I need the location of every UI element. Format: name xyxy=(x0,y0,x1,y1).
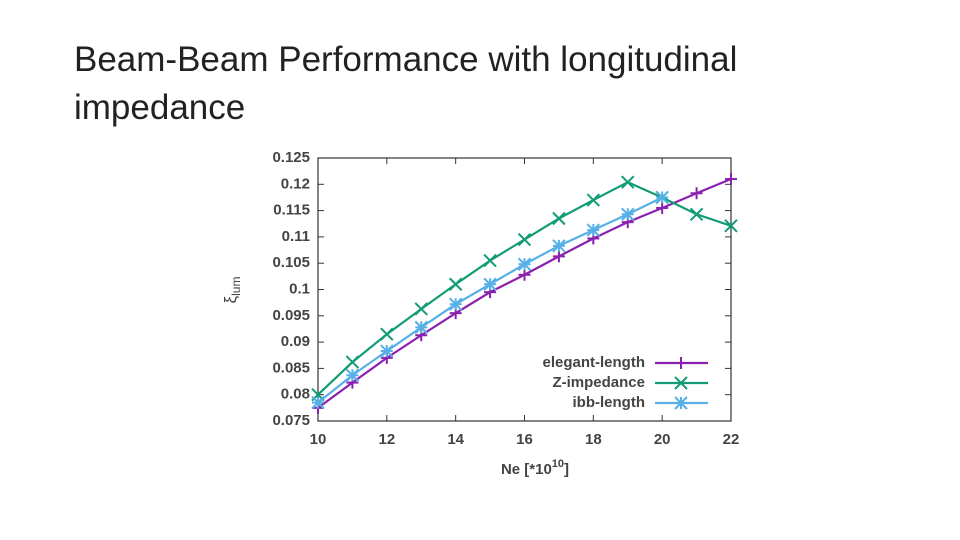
data-point xyxy=(552,250,565,263)
x-tick-label: 14 xyxy=(447,431,464,448)
x-axis-label: Ne [*1010] xyxy=(501,458,569,478)
y-tick-label: 0.075 xyxy=(272,412,310,429)
data-point xyxy=(517,257,532,271)
data-point xyxy=(518,268,531,281)
y-axis-label: ξlum xyxy=(221,277,243,304)
data-point xyxy=(345,368,360,382)
marker-stroke xyxy=(621,175,635,189)
marker-stroke xyxy=(674,376,688,390)
data-point xyxy=(483,253,497,268)
legend-label: ibb-length xyxy=(573,394,645,411)
legend-marker xyxy=(674,396,688,410)
x-tick-label: 12 xyxy=(378,431,395,448)
data-point xyxy=(380,327,394,341)
data-point xyxy=(586,223,601,237)
data-point xyxy=(448,297,463,311)
data-point xyxy=(311,395,325,410)
marker-stroke xyxy=(380,344,394,358)
marker-stroke xyxy=(586,193,601,207)
y-tick-label: 0.11 xyxy=(282,228,310,245)
x-tick-label: 22 xyxy=(723,431,740,448)
marker-stroke xyxy=(621,207,635,221)
data-point xyxy=(725,173,737,186)
series-line xyxy=(317,178,732,409)
data-point xyxy=(690,187,703,200)
x-axis-label-main: Ne [*10 xyxy=(501,461,552,478)
plot-frame xyxy=(317,157,732,422)
marker-stroke xyxy=(448,297,463,311)
legend-marker xyxy=(675,357,687,369)
data-point xyxy=(655,190,669,205)
x-tick-label: 10 xyxy=(310,431,327,448)
data-point xyxy=(689,207,704,221)
marker-stroke xyxy=(448,277,463,291)
data-point xyxy=(621,207,635,221)
data-point xyxy=(483,277,497,291)
y-tick-label: 0.115 xyxy=(273,202,310,219)
y-tick-label: 0.1 xyxy=(289,280,310,297)
marker-stroke xyxy=(655,190,669,205)
x-tick-label: 18 xyxy=(585,431,602,448)
data-point xyxy=(656,201,669,214)
marker-stroke xyxy=(674,396,688,410)
marker-stroke xyxy=(483,253,497,268)
legend-marker xyxy=(674,376,688,390)
data-point xyxy=(552,239,566,253)
marker-stroke xyxy=(311,395,325,410)
marker-stroke xyxy=(345,355,360,369)
data-point xyxy=(380,344,394,358)
marker-stroke xyxy=(345,368,360,382)
marker-stroke xyxy=(517,232,532,247)
series-line xyxy=(317,196,663,404)
data-point xyxy=(552,211,566,226)
data-point xyxy=(414,302,428,316)
data-point xyxy=(517,232,532,247)
y-tick-label: 0.12 xyxy=(281,175,310,192)
data-point xyxy=(345,355,360,369)
marker-stroke xyxy=(414,302,428,316)
y-tick-label: 0.09 xyxy=(281,333,310,350)
y-tick-label: 0.08 xyxy=(281,386,310,403)
marker-stroke xyxy=(552,211,566,226)
marker-stroke xyxy=(517,257,532,271)
x-axis-label-end: ] xyxy=(564,461,569,478)
y-tick-label: 0.085 xyxy=(272,359,310,376)
marker-stroke xyxy=(586,223,601,237)
marker-stroke xyxy=(380,327,394,341)
data-point xyxy=(586,193,601,207)
y-tick-label: 0.095 xyxy=(272,307,310,324)
y-tick-label: 0.105 xyxy=(272,254,310,271)
y-tick-label: 0.125 xyxy=(272,149,310,166)
slide-title: Beam-Beam Performance with longitudinal … xyxy=(74,40,738,127)
y-axis-label-sub: lum xyxy=(229,277,243,296)
data-point xyxy=(724,219,738,233)
x-axis-label-sup: 10 xyxy=(552,458,564,470)
data-point xyxy=(414,320,428,335)
marker-stroke xyxy=(724,219,738,233)
x-tick-label: 16 xyxy=(516,431,533,448)
y-axis-label-main: ξ xyxy=(221,295,240,303)
data-point xyxy=(448,277,463,291)
marker-stroke xyxy=(414,320,428,335)
legend-label: elegant-length xyxy=(542,354,645,371)
legend-label: Z-impedance xyxy=(552,374,645,391)
x-tick-label: 20 xyxy=(654,431,671,448)
marker-stroke xyxy=(483,277,497,291)
data-point xyxy=(621,175,635,189)
marker-stroke xyxy=(689,207,704,221)
marker-stroke xyxy=(552,239,566,253)
